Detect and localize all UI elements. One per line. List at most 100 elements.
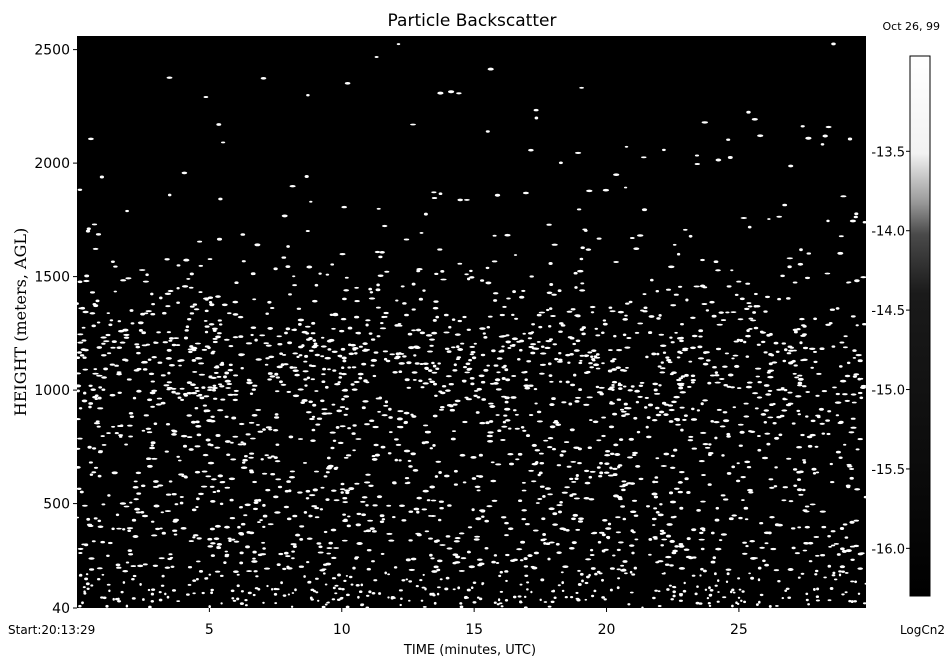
echo-point [740, 599, 743, 603]
echo-point [163, 384, 170, 387]
echo-point [386, 532, 393, 535]
echo-point [534, 449, 540, 452]
echo-point [466, 328, 471, 331]
echo-point [85, 573, 89, 576]
echo-point [682, 589, 687, 593]
echo-point [690, 381, 695, 384]
echo-point [89, 291, 96, 294]
echo-point [842, 346, 848, 349]
echo-point [745, 385, 752, 389]
echo-point [781, 499, 787, 502]
echo-point [454, 537, 461, 540]
echo-point [659, 529, 665, 533]
echo-point [155, 527, 161, 531]
echo-point [501, 425, 508, 428]
echo-point [90, 584, 94, 587]
echo-point [799, 248, 803, 252]
echo-point [618, 541, 624, 544]
echo-point [802, 346, 809, 350]
echo-point [114, 364, 119, 367]
echo-point [852, 375, 858, 378]
echo-point [129, 415, 135, 418]
echo-point [437, 91, 444, 95]
echo-point [339, 488, 346, 491]
echo-point [384, 400, 389, 404]
echo-point [844, 591, 848, 594]
echo-point [825, 323, 831, 326]
echo-point [175, 344, 181, 347]
echo-point [208, 605, 211, 609]
echo-point [181, 475, 188, 478]
echo-point [814, 445, 819, 448]
echo-point [232, 300, 239, 304]
echo-point [117, 600, 122, 603]
echo-point [172, 529, 178, 532]
echo-point [655, 413, 662, 417]
echo-point [576, 208, 582, 211]
echo-point [151, 457, 158, 460]
echo-point [590, 567, 596, 570]
echo-point [358, 376, 363, 380]
echo-point [745, 355, 750, 358]
echo-point [737, 423, 744, 426]
echo-point [561, 589, 565, 593]
echo-point [253, 501, 259, 504]
echo-point [616, 548, 621, 552]
echo-point [748, 317, 754, 320]
echo-point [308, 400, 313, 404]
echo-point [839, 527, 845, 530]
echo-point [697, 345, 703, 349]
echo-point [683, 414, 688, 417]
echo-point [773, 485, 778, 488]
echo-point [844, 571, 849, 574]
echo-point [88, 461, 93, 464]
echo-point [130, 322, 135, 325]
echo-point [156, 331, 161, 334]
echo-point [171, 433, 177, 436]
echo-point [280, 383, 287, 386]
echo-point [100, 435, 105, 438]
echo-point [584, 598, 588, 601]
echo-point [413, 345, 420, 348]
x-axis-ticks: 5 10 15 20 25 [205, 608, 748, 638]
echo-point [769, 486, 775, 489]
echo-point [79, 354, 85, 357]
echo-point [384, 315, 388, 318]
echo-point [319, 508, 324, 511]
echo-point [673, 448, 678, 452]
echo-point [491, 260, 498, 263]
echo-point [182, 444, 188, 448]
echo-point [589, 470, 596, 473]
echo-point [780, 274, 785, 278]
echo-point [678, 567, 686, 570]
echo-point [490, 479, 497, 483]
echo-point [209, 527, 215, 531]
echo-point [691, 447, 697, 450]
echo-point [724, 352, 729, 355]
echo-point [768, 362, 773, 366]
echo-point [230, 458, 237, 461]
echo-point [446, 547, 453, 550]
echo-point [815, 471, 820, 474]
echo-point [835, 450, 841, 454]
echo-point [361, 362, 367, 366]
echo-point [111, 527, 115, 531]
echo-point [340, 347, 346, 351]
echo-point [79, 573, 83, 577]
echo-point [270, 588, 274, 591]
echo-point [339, 406, 346, 409]
echo-point [404, 378, 410, 382]
echo-point [122, 570, 129, 573]
echo-point [651, 492, 658, 496]
echo-point [736, 602, 740, 606]
echo-point [198, 291, 203, 294]
echo-point [395, 443, 402, 446]
echo-point [628, 300, 633, 304]
echo-point [179, 501, 184, 505]
echo-point [311, 415, 316, 419]
echo-point [453, 469, 458, 473]
echo-point [321, 412, 328, 415]
echo-point [167, 371, 171, 375]
echo-point [541, 517, 546, 521]
echo-point [504, 368, 509, 372]
